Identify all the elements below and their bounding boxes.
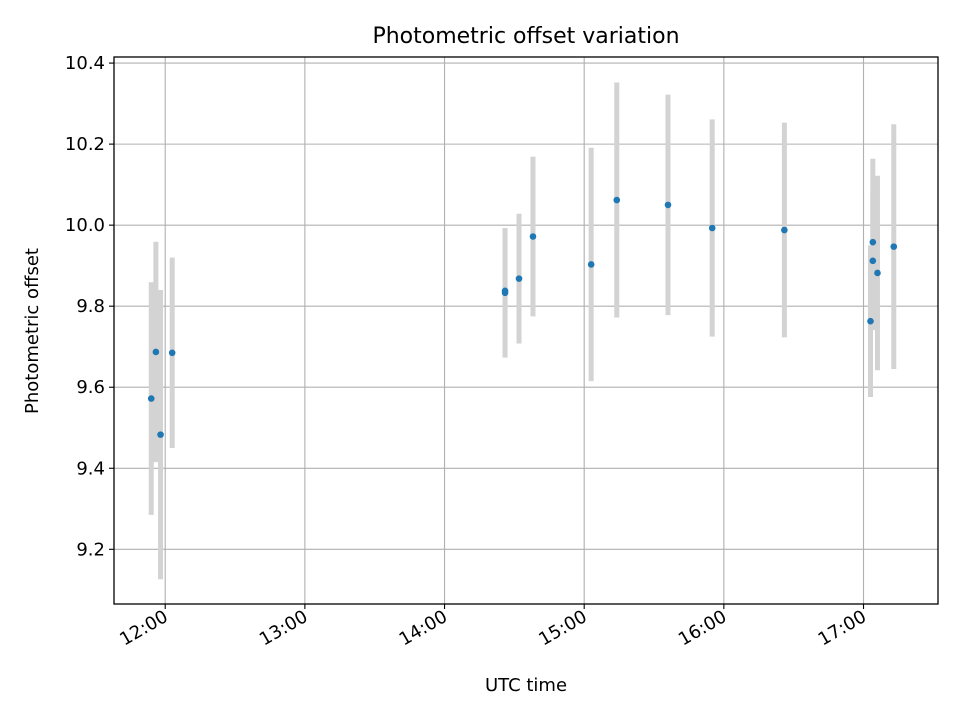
data-point (874, 269, 881, 277)
y-tick-label: 9.6 (76, 377, 105, 398)
data-point (501, 287, 509, 295)
data-point (867, 317, 874, 325)
y-tick-label: 9.2 (76, 539, 105, 560)
data-point (869, 257, 877, 265)
data-point (708, 224, 716, 232)
data-point (168, 349, 176, 357)
y-tick-label: 9.8 (76, 296, 105, 317)
data-point (664, 201, 672, 209)
y-tick-label: 10.0 (65, 215, 105, 236)
data-point (157, 431, 164, 438)
y-tick-label: 10.4 (65, 53, 105, 74)
x-axis-title: UTC time (485, 675, 567, 696)
data-point (781, 226, 788, 234)
data-point (587, 261, 595, 268)
y-axis-title: Photometric offset (22, 248, 43, 414)
data-point (613, 196, 621, 204)
data-points (147, 196, 898, 438)
plot-frame (113, 56, 939, 605)
data-point (869, 238, 877, 246)
y-tick-label: 10.2 (65, 134, 105, 155)
data-point (529, 233, 537, 240)
data-point (515, 275, 523, 282)
grid (114, 57, 938, 604)
y-axis: 9.2 9.4 9.6 9.8 10.0 10.2 10.4 (65, 53, 114, 560)
data-point (890, 243, 898, 250)
chart-title: Photometric offset variation (372, 24, 679, 49)
data-point (152, 348, 160, 356)
data-point (147, 395, 155, 402)
y-tick-label: 9.4 (76, 458, 105, 479)
